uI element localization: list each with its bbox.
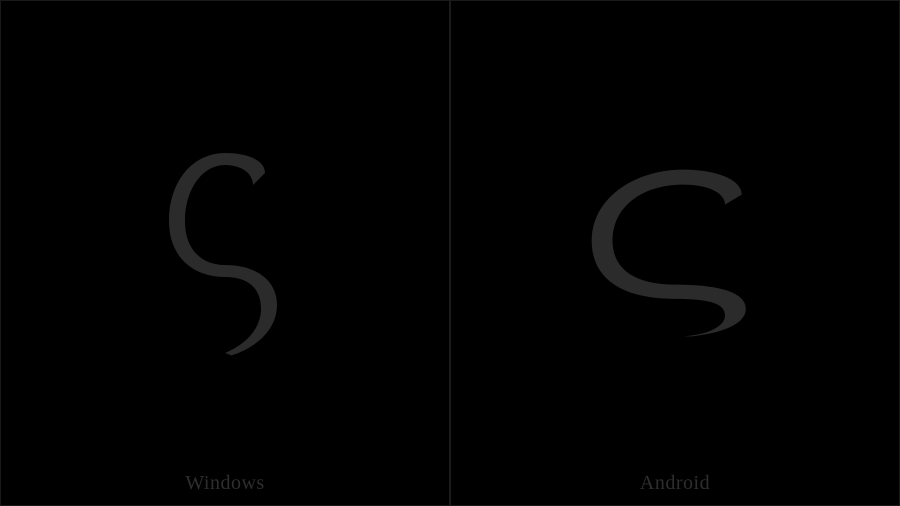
glyph-android bbox=[451, 1, 899, 505]
glyph-windows bbox=[1, 1, 449, 505]
final-sigma-icon bbox=[575, 168, 775, 338]
panel-android: Android bbox=[450, 0, 900, 506]
final-sigma-icon bbox=[145, 148, 305, 358]
panel-windows: Windows bbox=[0, 0, 450, 506]
panel-label-windows: Windows bbox=[1, 472, 449, 495]
glyph-comparison-container: Windows Android bbox=[0, 0, 900, 506]
panel-label-android: Android bbox=[451, 472, 899, 495]
